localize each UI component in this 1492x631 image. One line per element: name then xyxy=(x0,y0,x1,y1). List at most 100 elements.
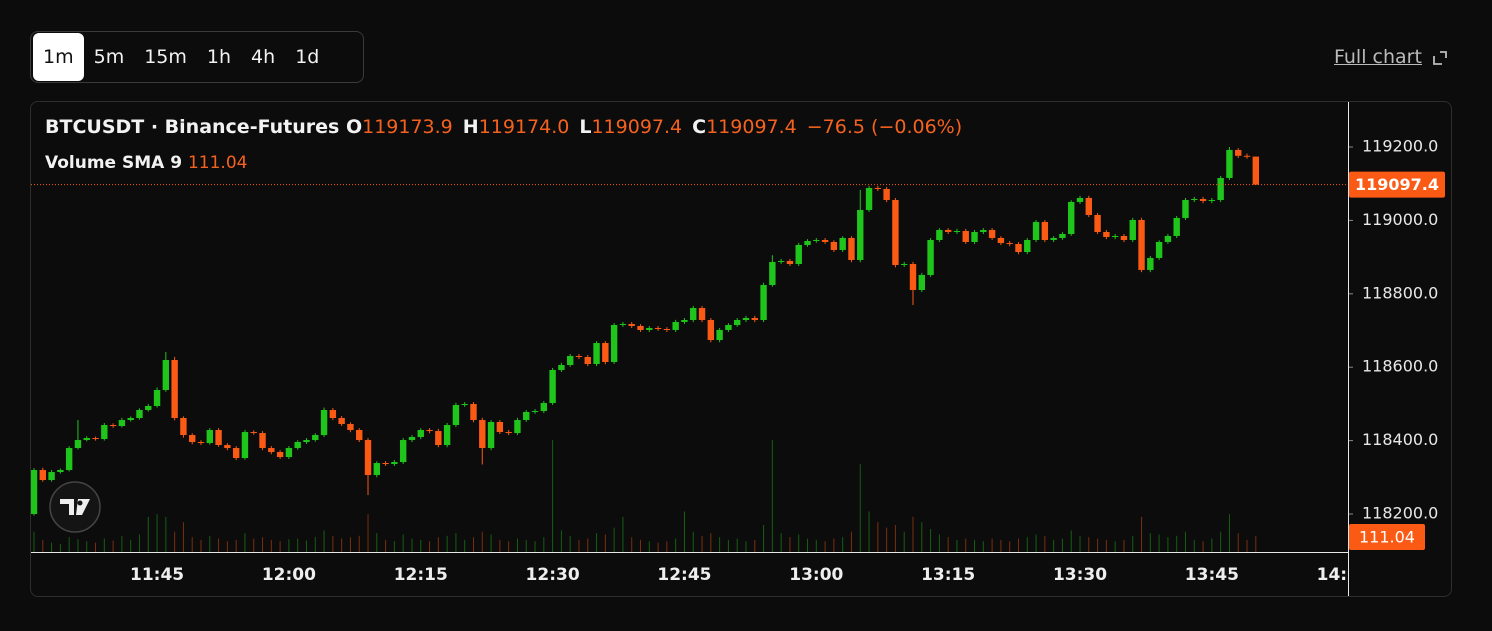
candle-body xyxy=(980,229,987,232)
candle-body xyxy=(962,231,969,242)
volume-bar xyxy=(894,524,896,552)
candle-body xyxy=(250,432,257,434)
volume-bar xyxy=(710,533,712,552)
change: −76.5 (−0.06%) xyxy=(806,116,963,138)
volume-bar xyxy=(1000,539,1002,552)
volume-bar xyxy=(1211,538,1213,552)
candle-body xyxy=(1155,241,1163,258)
volume-bar xyxy=(1070,530,1072,552)
ohlc-key: C xyxy=(692,116,707,138)
volume-bar xyxy=(86,541,88,552)
volume-bar xyxy=(683,511,685,552)
interval-button[interactable]: 15m xyxy=(144,46,187,68)
ohlc-key: L xyxy=(579,116,592,138)
volume-bar xyxy=(367,514,369,552)
volume-bar xyxy=(305,540,307,552)
candle-body xyxy=(725,324,732,330)
volume-bar xyxy=(1246,539,1248,552)
volume-sma-label: 111.04 xyxy=(1359,527,1415,546)
volume-bar xyxy=(675,538,677,552)
y-tick-label: 119200.0 xyxy=(1362,136,1438,155)
volume-legend: Volume SMA 9 111.04 xyxy=(45,153,247,173)
volume-bar xyxy=(516,538,518,552)
candle-body xyxy=(1182,199,1189,218)
candle-body xyxy=(777,260,785,262)
candle-body xyxy=(461,404,468,406)
volume-bar xyxy=(1053,539,1055,552)
volume-bar xyxy=(464,539,466,552)
volume-bar xyxy=(262,537,264,552)
volume-bar xyxy=(508,541,510,552)
ohlc-value: 119097.4 xyxy=(706,116,797,138)
candle-body xyxy=(865,187,873,210)
y-tick-label: 119000.0 xyxy=(1362,210,1438,229)
volume-bar xyxy=(59,543,61,552)
ohlc-value: 119173.9 xyxy=(362,116,453,138)
volume-bar xyxy=(182,522,184,552)
candle-body xyxy=(901,264,908,266)
volume-bar xyxy=(1009,541,1011,552)
volume-bar xyxy=(209,535,211,552)
volume-bar xyxy=(622,516,624,552)
volume-bar xyxy=(815,539,817,552)
candle-body xyxy=(997,237,1005,244)
volume-bar xyxy=(552,439,554,552)
volume-bar xyxy=(578,539,580,552)
full-chart-link[interactable]: Full chart xyxy=(1334,46,1422,68)
candle-body xyxy=(109,425,117,427)
volume-bar xyxy=(727,539,729,552)
interval-button[interactable]: 1m xyxy=(33,33,84,81)
volume-bar xyxy=(51,542,53,552)
candle-body xyxy=(197,442,205,444)
candle-body xyxy=(593,343,600,365)
volume-bar xyxy=(657,542,659,552)
candle-body xyxy=(153,389,161,407)
candle-body xyxy=(839,237,846,250)
volume-label: Volume SMA 9 xyxy=(45,153,183,173)
interval-button[interactable]: 1d xyxy=(295,46,320,68)
candle-body xyxy=(356,430,363,441)
volume-bar xyxy=(789,537,791,552)
volume-bar xyxy=(569,535,571,552)
interval-button[interactable]: 5m xyxy=(93,46,125,68)
candle-body xyxy=(1226,149,1233,178)
interval-button[interactable]: 4h xyxy=(251,46,276,68)
candle-body xyxy=(1094,215,1101,232)
volume-bar xyxy=(341,538,343,552)
volume-bar xyxy=(314,537,316,552)
candle-body xyxy=(285,448,293,458)
candle-body xyxy=(426,430,433,432)
volume-bar xyxy=(455,533,457,552)
y-tick-label: 118200.0 xyxy=(1362,504,1438,523)
candle-body xyxy=(268,448,275,453)
volume-bar xyxy=(1220,531,1222,552)
interval-button[interactable]: 1h xyxy=(206,46,232,68)
volume-bar xyxy=(1158,534,1160,552)
volume-bar xyxy=(640,539,642,552)
candle-body xyxy=(742,317,750,321)
candle-body xyxy=(127,418,134,421)
candle-body xyxy=(83,438,90,441)
volume-bar xyxy=(472,537,474,552)
volume-bar xyxy=(859,464,861,552)
candle-body xyxy=(65,448,73,471)
candle-body xyxy=(892,199,899,265)
candle-body xyxy=(391,462,398,465)
volume-bar xyxy=(499,539,501,552)
candle-body xyxy=(883,188,890,200)
candle-body xyxy=(1147,257,1154,270)
volume-bar xyxy=(376,533,378,552)
candle-body xyxy=(215,430,222,446)
volume-bar xyxy=(543,537,545,552)
candle-body xyxy=(435,431,442,446)
volume-bar xyxy=(174,531,176,552)
volume-bar xyxy=(842,537,844,552)
candle-body xyxy=(602,343,609,362)
x-tick-label: 13:15 xyxy=(921,565,975,585)
x-tick-label: 13:00 xyxy=(789,565,843,585)
volume-bar xyxy=(1123,539,1125,552)
candle-body xyxy=(1111,235,1119,237)
volume-bar xyxy=(1044,535,1046,552)
candle-body xyxy=(804,240,811,245)
